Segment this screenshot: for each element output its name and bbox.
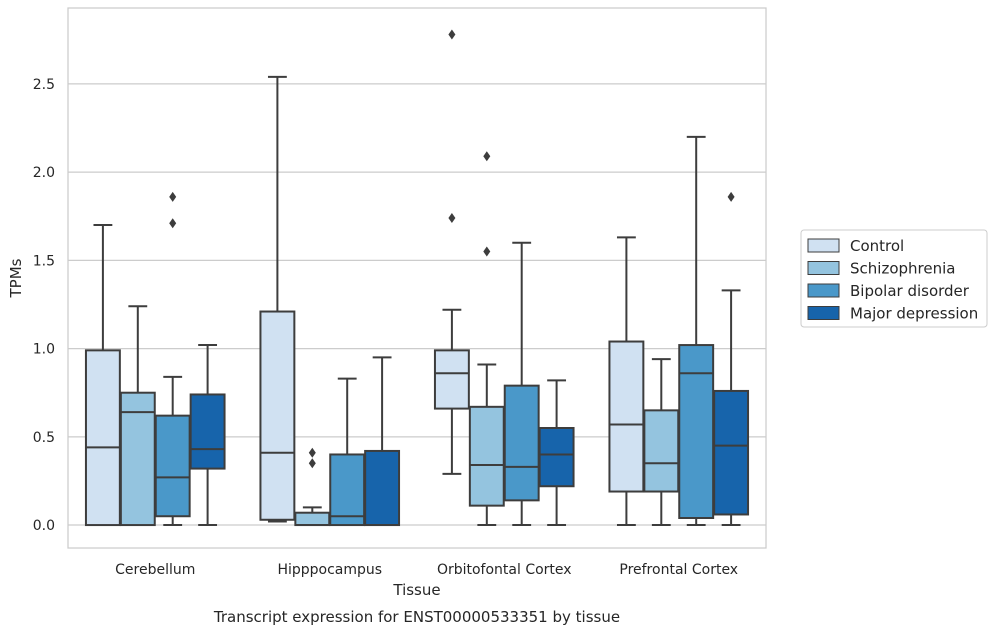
box-bipolar-disorder — [503, 241, 540, 527]
box-major-depression — [364, 356, 401, 527]
box-iqr — [84, 349, 121, 527]
box-bipolar-disorder — [329, 377, 366, 527]
legend-swatch — [807, 306, 840, 320]
box-iqr — [643, 409, 680, 493]
legend-frame — [800, 229, 988, 328]
box-control — [84, 224, 121, 527]
legend: Control Schizophrenia Bipolar disorder Majo… — [800, 229, 988, 328]
box-iqr — [503, 384, 540, 502]
box-iqr — [538, 427, 575, 488]
box-iqr — [154, 414, 191, 518]
box-iqr — [364, 449, 401, 527]
legend-label: Major depression — [850, 305, 978, 323]
box-iqr — [433, 349, 470, 410]
box-iqr — [468, 405, 505, 507]
box-schizophrenia — [119, 305, 156, 527]
box-control — [433, 29, 470, 475]
box-bipolar-disorder — [678, 135, 715, 527]
legend-label: Bipolar disorder — [850, 282, 970, 300]
x-axis-label: Tissue — [392, 581, 440, 599]
outlier-point — [727, 191, 735, 202]
y-axis-label: TPMs — [7, 258, 25, 298]
y-axis-ticks: 0.0 0.5 1.0 1.5 2.0 2.5 — [33, 77, 55, 534]
x-axis-ticks: Cerebellum Hipppocampus Orbitofontal Corte… — [115, 562, 738, 578]
legend-label: Schizophrenia — [850, 260, 955, 278]
box-major-depression — [713, 191, 750, 527]
y-tick-label: 1.0 — [33, 342, 55, 358]
outlier-point — [483, 246, 491, 257]
x-tick-label: Hipppocampus — [277, 562, 382, 578]
outlier-point — [448, 213, 456, 223]
y-tick-label: 0.0 — [33, 518, 55, 534]
box-iqr — [189, 393, 226, 470]
box-iqr — [294, 511, 331, 527]
box-iqr — [678, 344, 715, 520]
outlier-point — [308, 447, 316, 458]
legend-swatch — [807, 283, 840, 298]
box-iqr — [608, 340, 645, 493]
outlier-point — [448, 29, 456, 40]
box-bipolar-disorder — [154, 191, 191, 527]
plot-frame — [67, 7, 767, 549]
legend-label: Control — [850, 237, 904, 255]
box-major-depression — [538, 379, 575, 527]
x-tick-label: Prefrontal Cortex — [619, 562, 738, 578]
box-schizophrenia — [468, 151, 505, 527]
outlier-point — [169, 191, 177, 202]
x-tick-label: Cerebellum — [115, 562, 195, 578]
box-plot-series — [84, 29, 750, 527]
box-schizophrenia — [643, 358, 680, 527]
box-control — [608, 236, 645, 527]
y-tick-label: 2.0 — [33, 165, 55, 181]
x-tick-label: Orbitofontal Cortex — [437, 562, 572, 578]
outlier-point — [169, 218, 177, 229]
box-major-depression — [189, 344, 226, 527]
figure-caption: Transcript expression for ENST0000053335… — [213, 608, 620, 626]
box-control — [259, 75, 296, 523]
outlier-point — [483, 151, 491, 162]
outlier-point — [308, 458, 316, 469]
box-iqr — [329, 453, 366, 527]
legend-swatch — [807, 261, 840, 275]
box-schizophrenia — [294, 447, 331, 527]
box-iqr — [713, 389, 750, 516]
box-iqr — [259, 310, 296, 521]
y-tick-label: 1.5 — [33, 253, 55, 269]
legend-swatch — [807, 238, 840, 253]
y-tick-label: 0.5 — [33, 430, 55, 446]
y-tick-label: 2.5 — [33, 77, 55, 93]
